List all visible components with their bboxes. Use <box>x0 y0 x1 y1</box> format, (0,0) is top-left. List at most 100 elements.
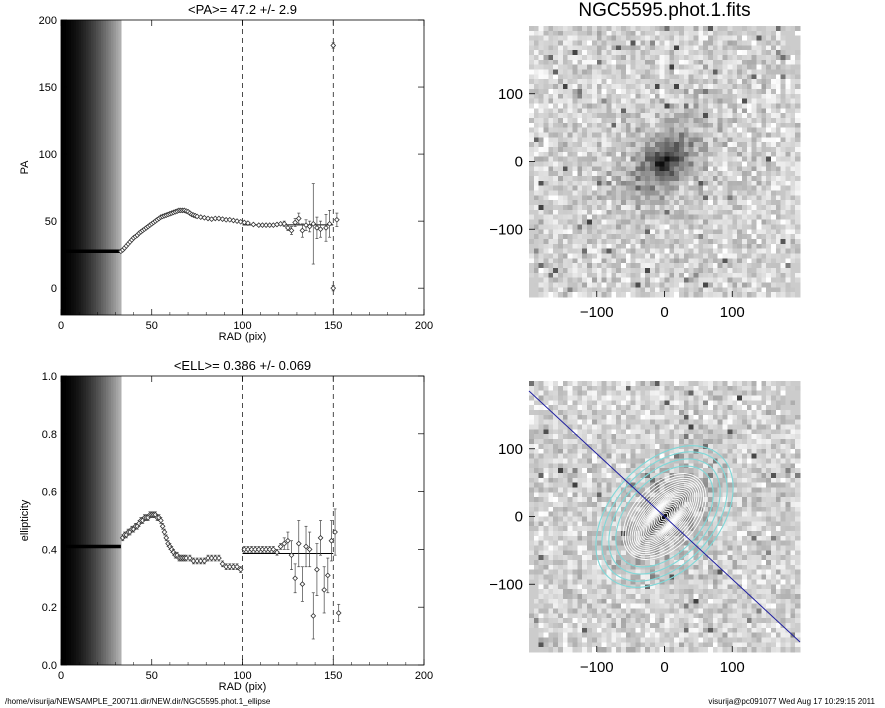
image-pixel <box>529 400 535 406</box>
image-pixel <box>596 156 602 162</box>
image-pixel <box>785 200 791 206</box>
image-pixel <box>659 117 665 124</box>
image-pixel <box>533 190 539 196</box>
image-pixel <box>649 410 656 416</box>
image-pixel <box>611 243 617 249</box>
image-pixel <box>708 258 714 264</box>
image-pixel <box>674 127 680 133</box>
image-pixel <box>703 151 709 157</box>
grayscale-strip <box>80 20 85 315</box>
image-pixel <box>640 55 646 61</box>
image-pixel <box>674 137 680 143</box>
image-pixel <box>582 40 588 46</box>
image-pixel <box>635 400 641 406</box>
image-pixel <box>635 45 641 51</box>
image-pixel <box>679 88 685 95</box>
image-pixel <box>722 156 728 162</box>
image-pixel <box>756 190 762 196</box>
image-pixel <box>732 50 738 56</box>
image-pixel <box>601 234 607 240</box>
image-pixel <box>727 385 733 391</box>
image-pixel <box>775 277 781 283</box>
image-pixel <box>558 458 564 464</box>
image-pixel <box>708 74 714 80</box>
image-pixel <box>601 171 607 177</box>
image-pixel <box>616 267 622 274</box>
image-pixel <box>567 127 573 133</box>
image-pixel <box>751 35 757 41</box>
image-pixel <box>746 443 752 450</box>
image-pixel <box>645 410 651 416</box>
image-pixel <box>790 443 796 450</box>
image-pixel <box>674 88 680 95</box>
image-pixel <box>737 282 743 288</box>
image-pixel <box>529 185 535 191</box>
image-pixel <box>577 443 583 450</box>
image-pixel <box>712 35 719 41</box>
image-pixel <box>717 405 723 411</box>
image-pixel <box>620 234 627 240</box>
image-pixel <box>679 59 685 66</box>
image-pixel <box>606 55 612 61</box>
image-pixel <box>698 50 704 56</box>
image-pixel <box>558 50 564 56</box>
image-pixel <box>577 463 583 469</box>
image-pixel <box>775 282 781 288</box>
image-pixel <box>727 390 733 396</box>
image-pixel <box>562 468 569 474</box>
image-pixel <box>548 84 554 90</box>
image-pixel <box>567 390 573 396</box>
image-pixel <box>562 234 569 240</box>
image-pixel <box>591 209 598 216</box>
image-pixel <box>785 287 791 293</box>
image-pixel <box>548 400 554 406</box>
image-pixel <box>679 142 685 148</box>
image-pixel <box>562 390 569 396</box>
image-pixel <box>548 253 554 259</box>
image-pixel <box>770 161 777 167</box>
image-pixel <box>674 477 680 483</box>
image-pixel <box>785 88 791 95</box>
image-pixel <box>543 200 549 206</box>
image-pixel <box>688 434 694 440</box>
image-pixel <box>567 214 573 220</box>
image-pixel <box>683 429 689 435</box>
image-pixel <box>698 176 704 182</box>
image-pixel <box>746 40 752 46</box>
image-pixel <box>591 180 598 186</box>
image-pixel <box>616 113 622 119</box>
image-pixel <box>732 448 738 454</box>
data-point <box>274 549 280 556</box>
image-pixel <box>737 482 743 488</box>
image-pixel <box>703 414 709 421</box>
image-pixel <box>548 190 554 196</box>
image-pixel <box>727 292 733 298</box>
image-pixel <box>616 50 622 56</box>
image-pixel <box>790 381 796 387</box>
image-pixel <box>693 390 699 396</box>
image-pixel <box>703 108 709 114</box>
image-pixel <box>543 390 549 396</box>
image-pixel <box>654 229 660 235</box>
image-pixel <box>775 137 781 143</box>
image-pixel <box>635 219 641 225</box>
image-pixel <box>616 88 622 95</box>
image-pixel <box>548 176 554 182</box>
image-pixel <box>587 405 593 411</box>
image-pixel <box>538 434 544 440</box>
image-pixel <box>601 468 607 474</box>
image-pixel <box>737 176 743 182</box>
image-pixel <box>770 98 777 104</box>
image-pixel <box>722 448 728 454</box>
image-pixel <box>630 424 636 430</box>
image-pixel <box>785 282 791 288</box>
image-pixel <box>761 238 767 245</box>
image-pixel <box>790 219 796 225</box>
image-pixel <box>717 190 723 196</box>
image-pixel <box>548 137 554 143</box>
image-pixel <box>679 448 685 454</box>
image-pixel <box>529 127 535 133</box>
image-pixel <box>558 292 564 298</box>
image-pixel <box>538 113 544 119</box>
image-pixel <box>751 468 757 474</box>
